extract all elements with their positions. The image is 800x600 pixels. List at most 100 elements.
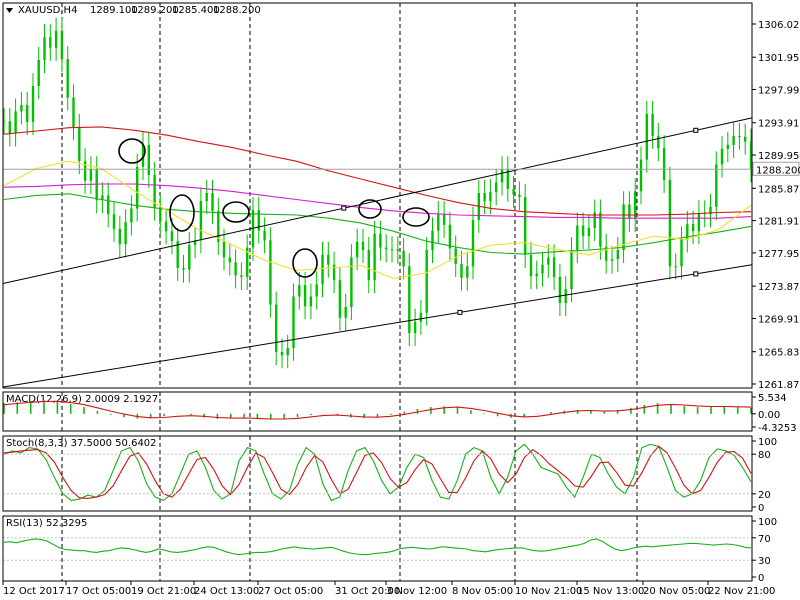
y-tick-label: 20 (758, 490, 771, 501)
x-tick-label: 20 Nov 05:00 (643, 586, 710, 597)
candle-body (78, 126, 81, 162)
x-tick-label: 3 Nov 12:00 (386, 586, 447, 597)
candle-body (14, 111, 17, 134)
candle-body (327, 254, 330, 265)
candle-body (483, 193, 486, 202)
candle-body (43, 37, 46, 60)
candle-body (442, 214, 446, 225)
trendline-anchor (693, 127, 699, 133)
candle-body (130, 208, 133, 223)
candle-body (31, 86, 35, 122)
trend-channel-line (2, 264, 753, 388)
candle-body (425, 250, 428, 313)
candle-body (112, 214, 116, 229)
candle-body (460, 263, 463, 278)
candle-body (680, 239, 683, 267)
candle-body (622, 204, 625, 251)
candle-body (437, 214, 440, 231)
candle-body (8, 121, 11, 134)
candle-body (390, 249, 394, 251)
candle-body (749, 141, 753, 170)
panel-frame (2, 391, 753, 432)
candle-body (402, 250, 405, 267)
candle-body (454, 248, 457, 264)
candle-body (408, 266, 411, 334)
candle-body (593, 212, 596, 228)
candle-body (529, 254, 533, 277)
y-tick-label: 80 (758, 450, 771, 461)
candle-body (744, 136, 747, 142)
y-tick-label: 30 (758, 556, 771, 567)
price-panel: 1306.020 1301.950 1297.990 1293.910 1289.950… (2, 5, 800, 391)
panel-frames (2, 2, 753, 582)
x-tick-label: 12 Oct 2017 (3, 586, 65, 597)
candle-body (303, 285, 307, 307)
candle-body (691, 223, 695, 232)
candle-body (599, 212, 602, 247)
candle-body (321, 254, 324, 285)
indicator-line (3, 445, 752, 499)
candle-body (164, 221, 168, 232)
candle-body (558, 276, 562, 303)
candle-body (373, 233, 376, 281)
x-tick-label: 10 Nov 21:00 (515, 586, 582, 597)
candle-body (199, 201, 203, 241)
candle-body (651, 113, 654, 136)
y-tick-label: 0.00 (758, 410, 780, 421)
indicator-line (3, 400, 752, 420)
annotation-circle (402, 207, 430, 227)
candle-body (205, 193, 208, 202)
macd-panel: 5.534 0.00 -4.3253 MACD(12,26,9) 2.0009 2.1… (3, 393, 797, 434)
candle-body (500, 169, 504, 183)
candle-body (495, 182, 498, 193)
candle-body (292, 296, 295, 348)
candle-body (686, 223, 689, 240)
candle-body (535, 273, 538, 277)
candle-body (286, 347, 289, 356)
candle-body (228, 257, 231, 263)
y-tick-label: 1277.950 (758, 249, 800, 260)
candle-body (738, 135, 741, 137)
rsi-panel: 100 70 30 0 RSI(13) 52.3295 (3, 517, 777, 584)
y-tick-label: 100 (758, 517, 777, 528)
indicator-line (3, 538, 752, 556)
candle-body (251, 210, 255, 248)
y-tick-label: 1281.910 (758, 217, 800, 228)
ohlc-value: 1288.200 (213, 5, 261, 16)
y-tick-label: 70 (758, 534, 771, 545)
trend-channel-line (2, 117, 753, 284)
candle-body (662, 148, 666, 180)
candle-body (541, 264, 544, 274)
candle-body (257, 210, 260, 231)
trendline-anchor (693, 271, 699, 277)
candle-body (188, 245, 191, 270)
candle-body (234, 262, 237, 276)
candle-body (344, 307, 347, 318)
moving-average-line (3, 160, 752, 280)
y-tick-label: 1285.870 (758, 184, 800, 195)
candle-body (147, 144, 150, 175)
candle-body (222, 241, 226, 258)
candle-body (153, 175, 156, 208)
moving-average-line (3, 183, 752, 219)
candle-body (66, 59, 69, 98)
candle-body (280, 352, 284, 356)
candle-body (657, 135, 660, 149)
candle-body (107, 195, 110, 215)
y-tick-label: 1289.950 (758, 151, 800, 162)
candle-body (240, 275, 243, 277)
x-tick-label: 17 Oct 05:00 (66, 586, 131, 597)
candle-body (356, 241, 359, 258)
stochastic-panel: 100 80 20 0 Stoch(8,3,3) 37.5000 50.6402 (3, 437, 777, 514)
candle-body (697, 213, 701, 232)
y-tick-label: 1261.870 (758, 380, 800, 391)
candle-body (668, 179, 672, 267)
candle-body (581, 225, 585, 237)
x-tick-label: 27 Oct 05:00 (258, 586, 323, 597)
annotation-circle (292, 248, 318, 278)
annotation-circle (358, 199, 382, 219)
dropdown-triangle-icon (6, 8, 13, 13)
candle-body (703, 213, 706, 215)
